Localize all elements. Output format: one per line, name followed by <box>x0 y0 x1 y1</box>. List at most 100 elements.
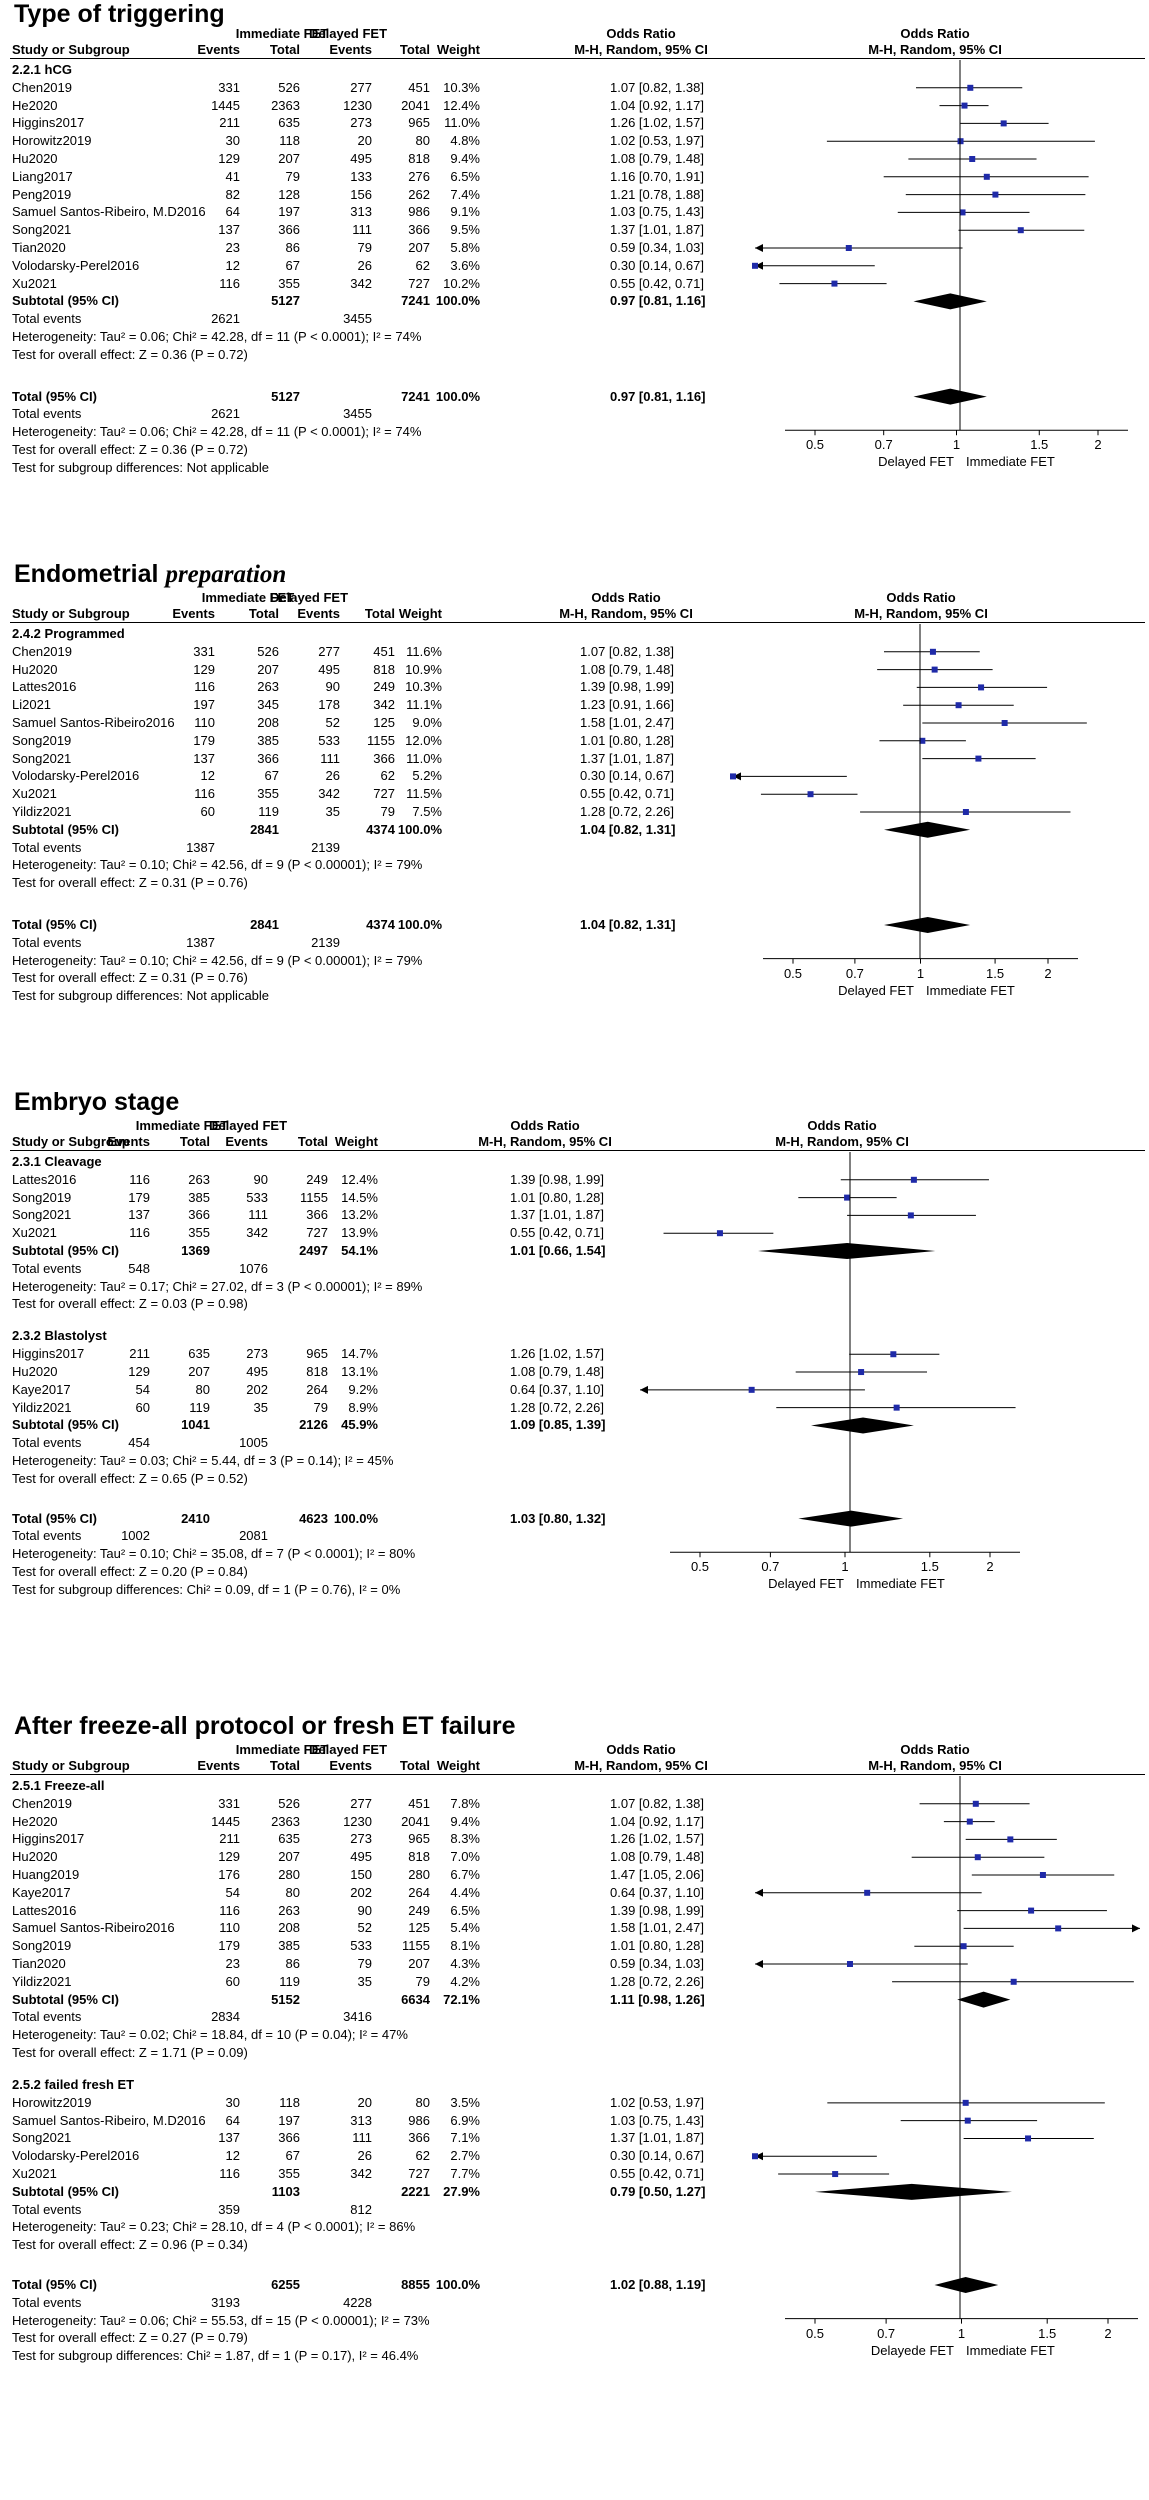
study-events-1: 64 <box>225 2112 240 2128</box>
study-events-2: 495 <box>318 661 340 677</box>
study-weight: 11.6% <box>406 643 442 659</box>
study-events-2: 111 <box>352 222 372 238</box>
study-weight: 10.2% <box>443 275 480 291</box>
study-name: Song2019 <box>12 1938 72 1954</box>
study-9-point <box>807 791 814 798</box>
study-6-point <box>864 1889 871 1896</box>
study-weight: 3.5% <box>450 2094 480 2110</box>
study-total-1: 385 <box>188 1189 210 1205</box>
study-name: Lattes2016 <box>12 1171 77 1187</box>
study-8-point <box>730 773 736 780</box>
study-events-1: 23 <box>225 1956 240 1971</box>
study-events-2: 342 <box>350 2166 372 2182</box>
subgroup-differences: Test for subgroup differences: Not appli… <box>12 988 270 1004</box>
study-total-2: 727 <box>408 2166 430 2182</box>
subtotal-label: Subtotal (95% CI) <box>12 821 119 837</box>
study-events-1: 116 <box>194 679 215 695</box>
study-total-1: 366 <box>278 2130 300 2146</box>
panel-title: Endometrial preparation <box>14 560 286 589</box>
study-events-2: 90 <box>325 679 340 695</box>
x-axis-left-label: Delayed FET <box>878 454 954 470</box>
study-weight: 4.8% <box>450 133 480 149</box>
study-events-2: 156 <box>350 186 372 202</box>
study-or-ci: 1.21 [0.78, 1.88] <box>610 186 704 202</box>
study-events-1: 116 <box>219 275 240 291</box>
study-weight: 5.4% <box>450 1920 480 1936</box>
study-or-ci: 1.39 [0.98, 1.99] <box>610 1902 704 1918</box>
heterogeneity: Heterogeneity: Tau² = 0.06; Chi² = 42.28… <box>12 424 422 440</box>
study-weight: 11.1% <box>406 697 442 713</box>
study-total-2: 366 <box>306 1207 328 1223</box>
study-events-2: 202 <box>246 1381 268 1397</box>
study-weight: 7.5% <box>412 804 442 819</box>
study-total-2: 80 <box>415 2094 430 2110</box>
study-3-point <box>1025 2135 1032 2142</box>
study-name: Lattes2016 <box>12 679 77 695</box>
study-events-2: 533 <box>246 1189 268 1205</box>
forest-plot-marks <box>752 60 1128 436</box>
total-weight: 100.0% <box>435 388 480 404</box>
header-or-method-plot: M-H, Random, 95% CI <box>868 42 1002 57</box>
study-total-2: 125 <box>408 1920 430 1936</box>
study-events-1: 176 <box>218 1867 240 1882</box>
x-tick-label: 0.5 <box>805 437 825 453</box>
study-or-ci: 1.08 [0.79, 1.48] <box>610 1849 704 1865</box>
study-total-2: 262 <box>408 186 430 202</box>
header-rule <box>10 58 1145 59</box>
study-total-1: 526 <box>257 643 279 659</box>
subgroup-total-events-1: 2621 <box>211 311 240 327</box>
subgroup-total-events-1: 454 <box>128 1435 150 1451</box>
study-total-2: 1155 <box>300 1189 328 1205</box>
study-weight: 9.2% <box>348 1381 378 1397</box>
header-total-2: Total <box>364 606 395 621</box>
study-total-2: 62 <box>415 257 430 273</box>
study-name: Peng2019 <box>12 186 72 202</box>
study-weight: 9.4% <box>450 151 480 166</box>
study-name: Tian2020 <box>12 240 66 255</box>
study-events-1: 54 <box>135 1381 150 1397</box>
study-or-ci: 1.26 [1.02, 1.57] <box>610 1831 704 1847</box>
heterogeneity: Heterogeneity: Tau² = 0.10; Chi² = 35.08… <box>12 1546 416 1562</box>
study-1-point <box>929 648 936 655</box>
study-or-ci: 1.28 [0.72, 2.26] <box>580 804 674 819</box>
study-name: Chen2019 <box>12 643 72 659</box>
study-weight: 6.5% <box>450 1902 480 1918</box>
study-6-point <box>983 173 990 180</box>
x-axis-right-label: Immediate FET <box>966 454 1055 470</box>
total-label: Total (95% CI) <box>12 917 97 932</box>
study-weight: 6.5% <box>450 168 480 184</box>
study-total-2: 125 <box>373 715 395 730</box>
study-weight: 6.9% <box>450 2112 480 2128</box>
study-10-point <box>845 245 852 251</box>
header-or-title-plot: Odds Ratio <box>900 26 970 41</box>
study-total-1: 119 <box>279 1973 300 1989</box>
subtotal-diamond <box>811 1417 914 1434</box>
subtotal-weight: 72.1% <box>443 1991 480 2007</box>
study-events-2: 79 <box>357 240 372 255</box>
study-1-point <box>962 2099 969 2106</box>
study-or-ci: 1.04 [0.92, 1.17] <box>610 97 704 113</box>
study-total-1: 635 <box>188 1346 210 1362</box>
study-total-2: 79 <box>313 1399 328 1415</box>
panel-title-text: Embryo stage <box>14 1088 180 1116</box>
study-events-2: 277 <box>350 79 372 95</box>
study-events-1: 129 <box>218 1849 240 1865</box>
subtotal-or-ci: 1.04 [0.82, 1.31] <box>580 821 676 837</box>
subgroup-total-events-1: 2834 <box>211 2009 240 2025</box>
subtotal-label: Subtotal (95% CI) <box>12 1417 119 1433</box>
subgroup-heading: 2.4.2 Programmed <box>12 626 125 641</box>
study-weight: 9.5% <box>450 222 480 238</box>
subgroup-total-events-2: 812 <box>350 2201 372 2217</box>
study-total-1: 86 <box>285 240 300 255</box>
study-10-arrow-left <box>755 244 763 252</box>
study-weight: 7.4% <box>450 186 480 202</box>
study-9-point <box>1017 227 1024 234</box>
total-diamond <box>883 917 971 933</box>
total-events-1: 2621 <box>211 406 240 422</box>
study-3-point <box>978 684 985 691</box>
study-weight: 11.0% <box>406 750 442 766</box>
header-events-2: Events <box>225 1134 268 1149</box>
study-or-ci: 0.59 [0.34, 1.03] <box>610 1956 704 1971</box>
study-name: Chen2019 <box>12 79 72 95</box>
header-or-method-plot: M-H, Random, 95% CI <box>868 1758 1002 1773</box>
